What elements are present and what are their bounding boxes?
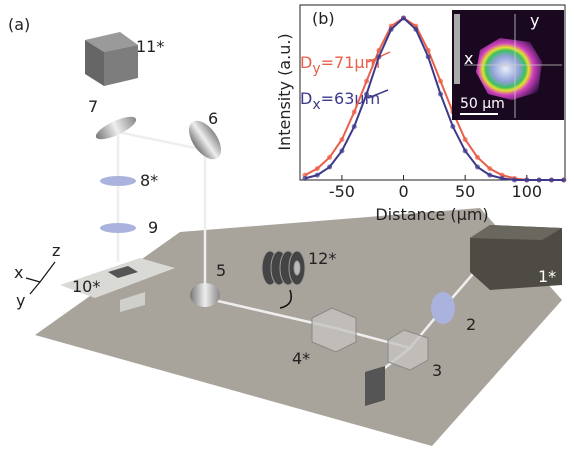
data-point [413, 27, 418, 32]
lens [100, 176, 136, 186]
inset-label: y [530, 11, 539, 30]
label: 11* [136, 37, 164, 56]
label: 4* [292, 349, 310, 368]
data-point [339, 137, 344, 142]
label: 5 [216, 261, 226, 280]
panel-label: (a) [8, 15, 30, 34]
data-point [364, 92, 369, 97]
data-point [500, 176, 505, 181]
block [365, 366, 385, 406]
data-point [327, 155, 332, 160]
data-point [549, 178, 554, 183]
figure: (a) 11* 7 6 8* 9 10* 5 12* 1* 2 4* 3 z x… [0, 0, 574, 456]
x-tick-label: -50 [329, 182, 355, 201]
label: 8* [140, 171, 158, 190]
data-point [463, 148, 468, 153]
x-axis-title: Distance (μm) [375, 205, 488, 224]
mirror [190, 283, 220, 307]
data-point [438, 79, 443, 84]
data-point [487, 166, 492, 171]
data-point [376, 54, 381, 59]
data-point [524, 178, 529, 183]
data-point [352, 109, 357, 114]
data-point [537, 178, 542, 183]
data-point [475, 155, 480, 160]
x-tick-label: 50 [455, 182, 475, 201]
axis-label: x [14, 263, 23, 282]
data-point [512, 178, 517, 183]
axes-icon [26, 262, 55, 294]
inset: x y 50 μm [452, 10, 564, 120]
label: 6 [208, 109, 218, 128]
inset-label: x [464, 49, 473, 68]
mirror [93, 112, 139, 143]
data-point [315, 173, 320, 178]
label: 9 [148, 218, 158, 237]
x-tick-label: 100 [512, 182, 543, 201]
data-point [389, 27, 394, 32]
data-point [302, 176, 307, 181]
data-point [426, 54, 431, 59]
coil [262, 251, 305, 285]
lens [431, 292, 455, 324]
label: 1* [538, 267, 556, 286]
y-axis-title: Intensity (a.u.) [275, 33, 294, 150]
label: 7 [88, 97, 98, 116]
lens [100, 223, 136, 233]
axis-label: y [16, 291, 25, 310]
data-point [487, 173, 492, 178]
label: 10* [72, 277, 100, 296]
data-point [315, 166, 320, 171]
data-point [401, 15, 406, 20]
profile-chart: (b) Distance (μm) Intensity (a.u.) Dy=71… [275, 5, 566, 224]
scale-label: 50 μm [460, 96, 505, 112]
label: 12* [308, 249, 336, 268]
data-point [364, 79, 369, 84]
data-point [327, 165, 332, 170]
camera [104, 45, 138, 86]
data-point [438, 92, 443, 97]
data-point [475, 165, 480, 170]
label: 3 [432, 361, 442, 380]
data-point [339, 148, 344, 153]
data-point [463, 137, 468, 142]
x-tick-label: 0 [398, 182, 408, 201]
panel-label: (b) [312, 9, 335, 28]
data-point [450, 124, 455, 129]
data-point [352, 124, 357, 129]
label: 2 [466, 315, 476, 334]
axis-label: z [52, 241, 60, 260]
data-point [561, 178, 566, 183]
colorbar [454, 14, 460, 84]
